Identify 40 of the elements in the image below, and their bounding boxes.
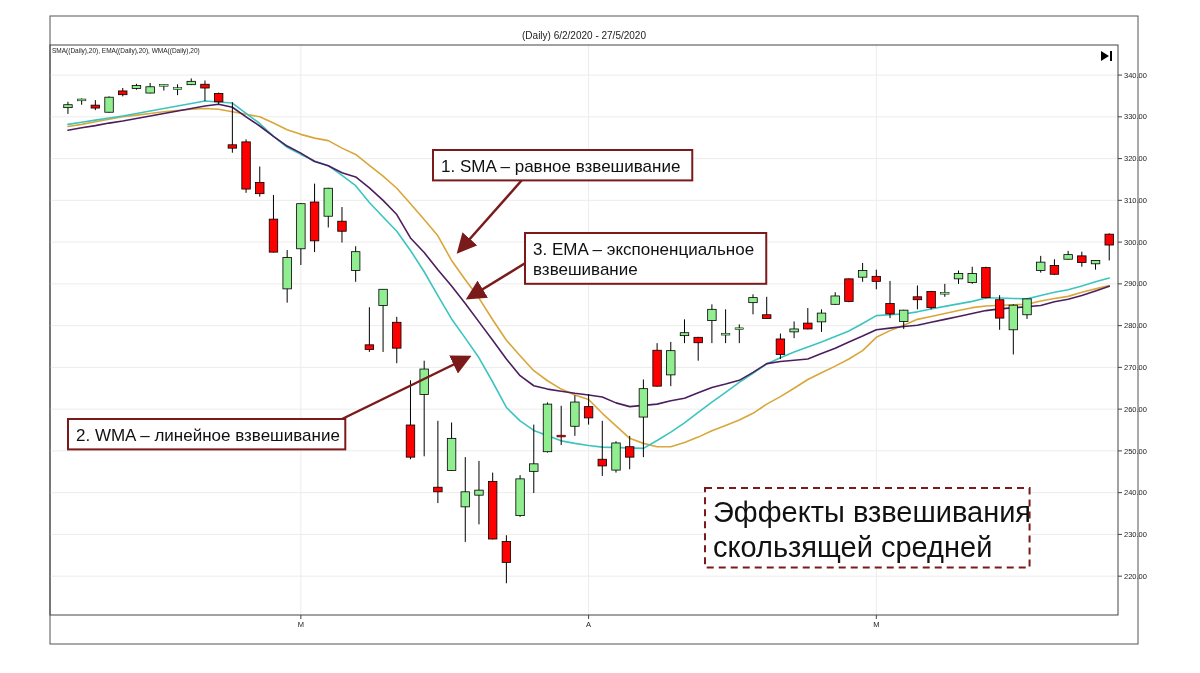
candlestick (556, 405, 566, 446)
candlestick (227, 101, 238, 154)
candlestick (583, 393, 594, 426)
candlestick (200, 79, 210, 102)
annotation: Эффекты взвешивания скользящей средней (713, 496, 1032, 563)
annotation: 2. WMA – линейное взвешивание (76, 426, 340, 445)
candlestick (159, 83, 169, 92)
candlestick (63, 101, 73, 115)
candlestick (885, 280, 895, 319)
candlestick (1104, 232, 1114, 261)
candlestick (460, 456, 470, 543)
candlestick (625, 435, 635, 470)
candlestick (912, 285, 923, 310)
candlestick (789, 320, 799, 339)
candlestick (337, 206, 347, 244)
candlestick (775, 333, 786, 360)
candlestick (597, 420, 607, 477)
candlestick (1022, 297, 1032, 320)
candlestick (748, 293, 758, 315)
candlestick (707, 303, 717, 344)
candlestick (255, 166, 265, 198)
candlestick (762, 296, 772, 320)
candlestick (364, 306, 375, 353)
candlestick (433, 420, 443, 504)
candlestick (994, 294, 1005, 331)
candlestick (351, 245, 361, 283)
candlestick (871, 269, 881, 290)
candlestick (474, 460, 484, 525)
candlestick (721, 308, 731, 344)
candlestick (803, 307, 813, 330)
chart-title: (Daily) 6/2/2020 - 27/5/2020 (522, 30, 647, 41)
candlestick (501, 534, 512, 584)
candlestick (734, 323, 744, 344)
annotation: 3. EMA – экспоненциальное взвешивание (533, 240, 755, 280)
candlestick (679, 318, 690, 344)
candlestick (857, 262, 868, 283)
annotation: 1. SMA – равное взвешивание (441, 157, 681, 176)
candlestick (816, 308, 827, 333)
candlestick (378, 288, 388, 353)
candlestick (529, 424, 539, 494)
